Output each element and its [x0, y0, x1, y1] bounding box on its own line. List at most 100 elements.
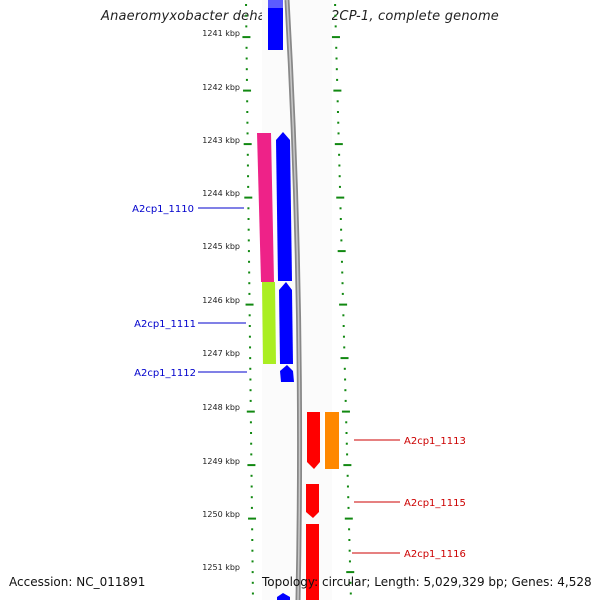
gene-arrow[interactable] — [306, 484, 319, 518]
scale-tick — [342, 335, 345, 338]
scale-tick — [251, 581, 254, 584]
scale-tick — [344, 399, 347, 402]
scale-tick — [245, 4, 248, 6]
scale-tick — [245, 14, 248, 17]
accession-info: Accession: NC_011891 — [9, 575, 146, 589]
tick-label: 1248 kbp — [202, 403, 240, 412]
scale-tick — [338, 164, 341, 167]
scale-tick — [331, 36, 340, 39]
scale-tick — [338, 185, 341, 188]
scale-tick — [346, 453, 349, 456]
tick-label: 1243 kbp — [202, 136, 240, 145]
scale-tick — [342, 325, 345, 327]
scale-tick — [336, 78, 339, 81]
scale-tick — [251, 539, 254, 541]
gene-arrow[interactable] — [306, 524, 319, 600]
scale-tick — [246, 153, 249, 156]
scale-tick — [344, 378, 347, 381]
scale-tick — [339, 207, 342, 210]
gene-arrow[interactable] — [279, 282, 293, 364]
scale-tick — [245, 25, 248, 28]
gene-leader-lines — [198, 207, 400, 554]
scale-tick — [345, 442, 348, 445]
scale-tick — [250, 432, 253, 434]
scale-tick — [248, 292, 251, 295]
left-tick-column — [242, 4, 257, 595]
scale-tick — [338, 175, 341, 178]
scale-tick — [334, 25, 337, 28]
scale-tick — [250, 506, 253, 509]
scale-tick — [347, 506, 350, 509]
scale-tick — [245, 57, 248, 60]
gene-arrow[interactable] — [277, 593, 290, 600]
tick-label: 1241 kbp — [202, 29, 240, 38]
scale-tick — [336, 196, 345, 199]
scale-tick — [342, 314, 345, 317]
gene-label[interactable]: A2cp1_1111 — [134, 319, 196, 330]
scale-tick — [251, 571, 254, 574]
scale-tick — [340, 260, 343, 263]
gene-arrow[interactable] — [268, 0, 283, 50]
scale-tick — [247, 250, 250, 253]
scale-tick — [251, 560, 254, 563]
scale-tick — [339, 218, 342, 220]
scale-tick — [348, 560, 351, 563]
scale-tick — [246, 410, 255, 413]
scale-tick — [248, 260, 251, 263]
tick-label: 1249 kbp — [202, 457, 240, 466]
scale-tick — [247, 464, 256, 467]
right-strand-features — [306, 412, 339, 600]
scale-tick — [346, 474, 349, 477]
scale-tick — [245, 303, 254, 306]
scale-tick — [334, 14, 337, 17]
scale-tick — [250, 485, 253, 488]
scale-tick — [250, 496, 253, 499]
scale-tick — [248, 517, 257, 520]
scale-tick — [246, 121, 249, 124]
scale-tick — [251, 528, 254, 531]
scale-tick — [345, 432, 348, 434]
scale-tick — [346, 485, 349, 488]
scale-tick — [247, 207, 250, 210]
scale-tick — [338, 153, 341, 156]
feature-block-orange[interactable] — [325, 412, 339, 469]
scale-tick — [347, 496, 350, 499]
scale-tick — [250, 453, 253, 456]
scale-tick — [249, 357, 252, 360]
gene-label[interactable]: A2cp1_1113 — [404, 436, 466, 447]
scale-tick — [334, 4, 337, 6]
scale-tick — [341, 410, 350, 413]
tick-label: 1242 kbp — [202, 83, 240, 92]
gene-label[interactable]: A2cp1_1115 — [404, 498, 466, 509]
scale-tick — [249, 399, 252, 402]
scale-tick — [333, 89, 342, 92]
scale-tick — [246, 111, 249, 113]
scale-tick — [247, 218, 250, 220]
scale-tick — [248, 282, 251, 285]
gene-label[interactable]: A2cp1_1116 — [404, 549, 466, 560]
scale-tick — [251, 549, 254, 552]
feature-block-green[interactable] — [262, 282, 276, 364]
gene-arrow[interactable] — [276, 132, 292, 281]
gene-label[interactable]: A2cp1_1110 — [132, 204, 194, 215]
scale-tick — [348, 539, 351, 541]
scale-tick — [346, 571, 355, 574]
scale-tick — [247, 228, 250, 231]
gene-arrow[interactable] — [307, 412, 320, 469]
scale-tick — [349, 581, 352, 584]
tick-label: 1247 kbp — [202, 349, 240, 358]
scale-tick — [337, 132, 340, 135]
scale-tick — [245, 46, 248, 49]
scale-tick — [247, 185, 250, 188]
scale-tick — [249, 421, 252, 424]
scale-tick — [248, 271, 251, 274]
gene-label[interactable]: A2cp1_1112 — [134, 368, 196, 379]
scale-tick — [243, 143, 252, 146]
gene-arrow[interactable] — [280, 365, 294, 382]
scale-tick — [249, 346, 252, 349]
scale-tick — [344, 517, 353, 520]
scale-tick — [341, 292, 344, 295]
feature-block-magenta[interactable] — [257, 133, 274, 282]
scale-tick — [249, 389, 252, 392]
scale-tick — [334, 143, 343, 146]
